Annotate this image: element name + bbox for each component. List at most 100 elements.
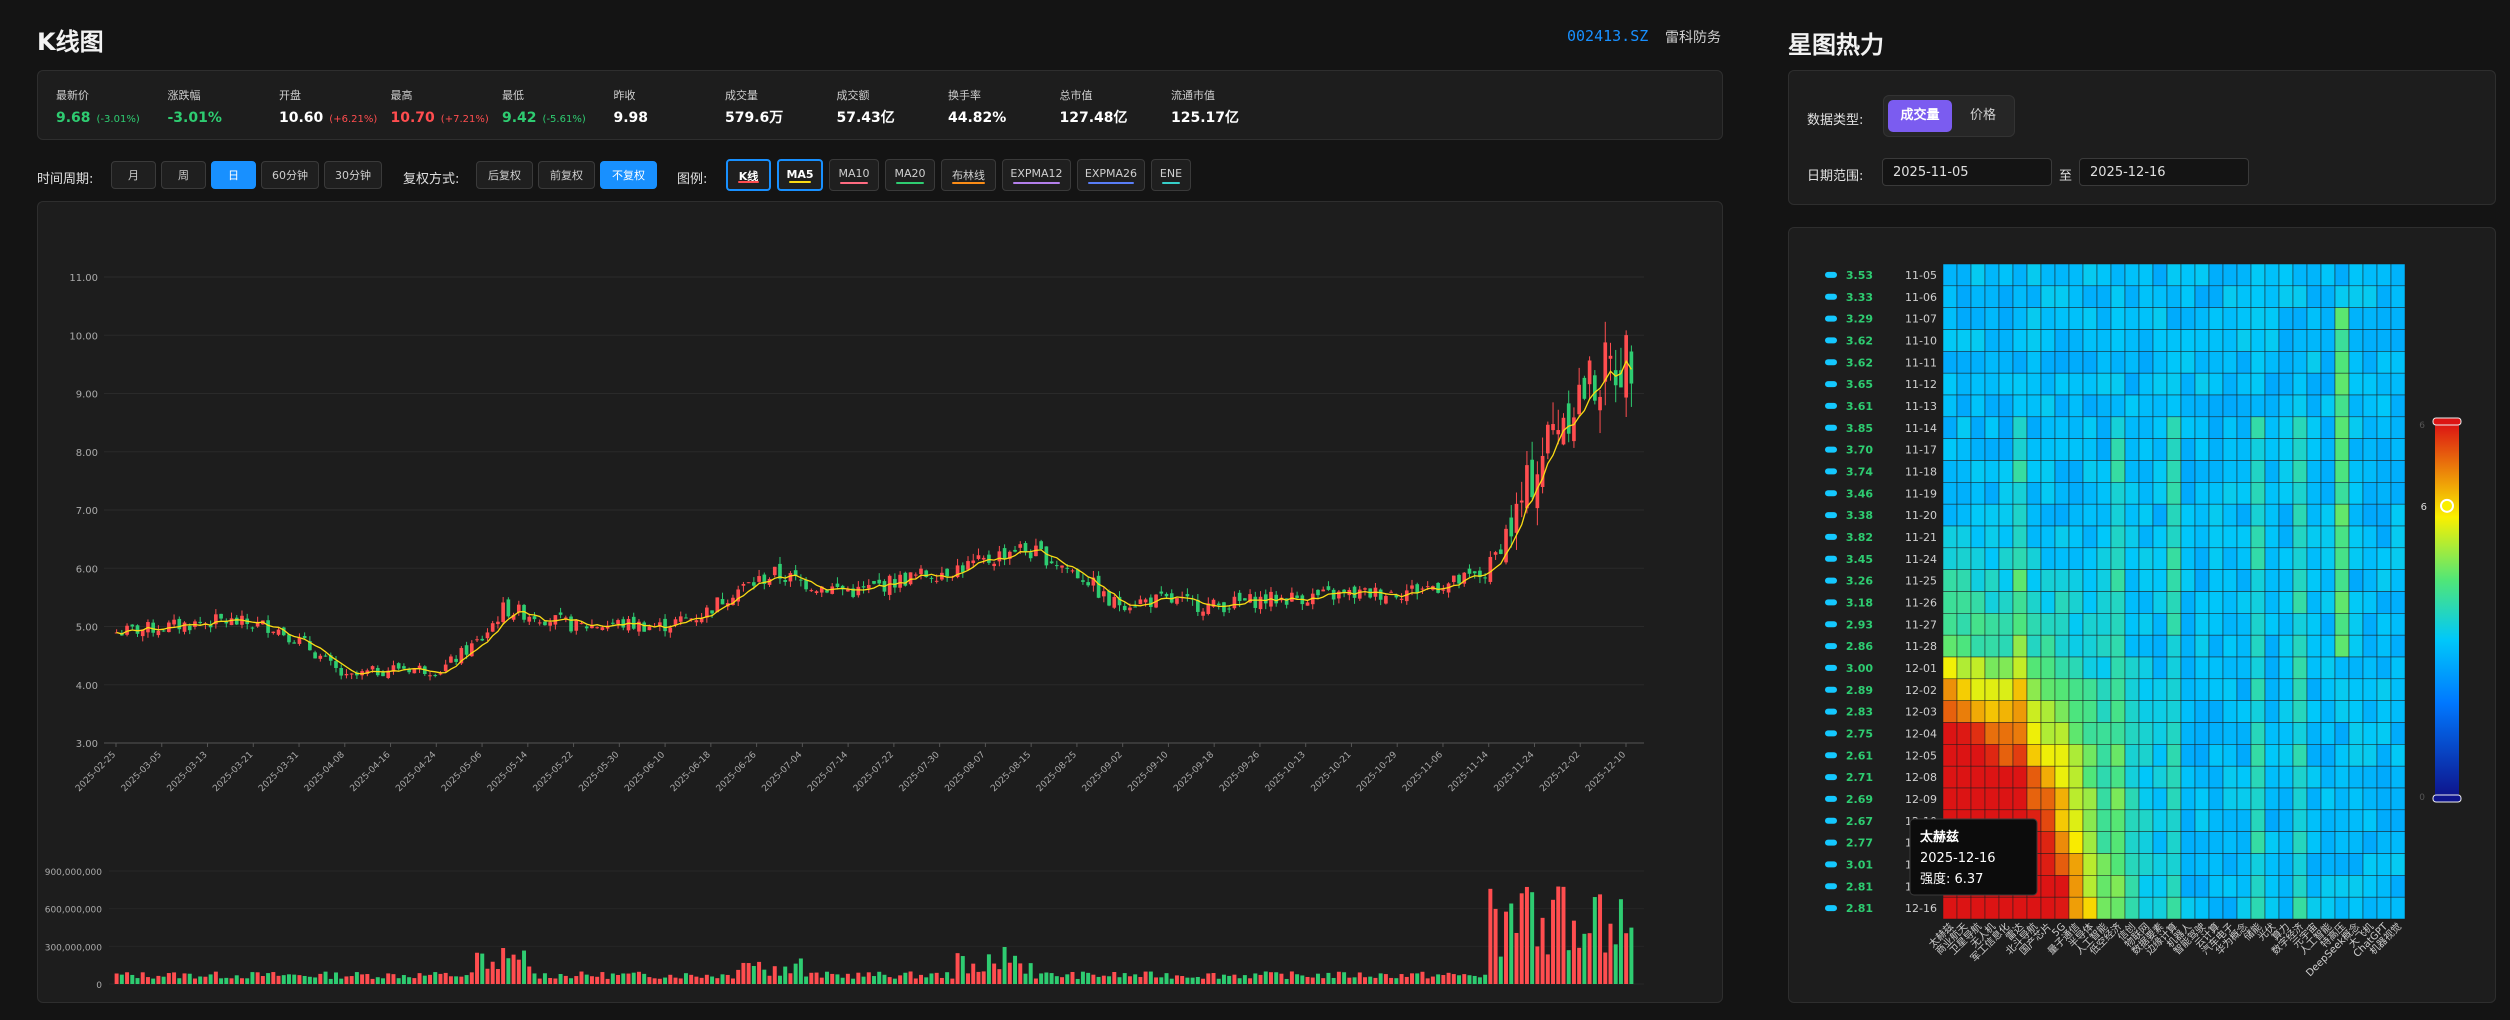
heatmap-cell[interactable] xyxy=(2348,634,2364,658)
heatmap-cell[interactable] xyxy=(2180,744,2196,767)
heatmap-cell[interactable] xyxy=(1998,307,2014,330)
heatmap-cell[interactable] xyxy=(1998,263,2014,287)
heatmap-cell[interactable] xyxy=(2278,744,2294,767)
heatmap-cell[interactable] xyxy=(2278,285,2294,308)
heatmap-cell[interactable] xyxy=(2236,329,2252,352)
legend-toggle-6[interactable]: EXPMA26 xyxy=(1077,159,1145,191)
volume-bar[interactable] xyxy=(391,974,396,984)
heatmap-cell[interactable] xyxy=(2250,875,2266,898)
heatmap-cell[interactable] xyxy=(1956,329,1972,352)
volume-bar[interactable] xyxy=(1023,973,1028,984)
heatmap-cell[interactable] xyxy=(2096,634,2112,658)
heatmap-cell[interactable] xyxy=(2390,700,2406,723)
volume-bar[interactable] xyxy=(480,953,485,984)
heatmap-cell[interactable] xyxy=(2096,896,2112,920)
heatmap-cell[interactable] xyxy=(2180,787,2196,811)
volume-bar[interactable] xyxy=(1436,974,1441,984)
heatmap-cell[interactable] xyxy=(2068,613,2084,636)
heatmap-cell[interactable] xyxy=(2250,460,2266,483)
volume-bar[interactable] xyxy=(924,977,929,984)
volume-bar[interactable] xyxy=(1347,977,1352,984)
volume-bar[interactable] xyxy=(323,971,328,984)
heatmap-cell[interactable] xyxy=(2236,787,2252,811)
volume-bar[interactable] xyxy=(1457,975,1462,984)
heatmap-cell[interactable] xyxy=(2222,285,2238,308)
heatmap-cell[interactable] xyxy=(2180,875,2196,898)
volume-bar[interactable] xyxy=(271,972,276,984)
candle-body[interactable] xyxy=(156,630,161,636)
candle-body[interactable] xyxy=(1394,594,1399,598)
heatmap-cell[interactable] xyxy=(2054,482,2070,505)
heatmap-cell[interactable] xyxy=(1998,722,2014,745)
heatmap-cell[interactable] xyxy=(2110,656,2126,680)
candle-body[interactable] xyxy=(1337,591,1341,599)
volume-bar[interactable] xyxy=(741,962,746,984)
heatmap-cell[interactable] xyxy=(2180,460,2196,483)
candle-body[interactable] xyxy=(391,665,396,672)
heatmap-cell[interactable] xyxy=(2278,307,2294,330)
candle-body[interactable] xyxy=(1530,459,1534,498)
heatmap-cell[interactable] xyxy=(2390,372,2406,396)
candle-body[interactable] xyxy=(1091,577,1096,586)
heatmap-cell[interactable] xyxy=(2362,678,2378,701)
candle-body[interactable] xyxy=(1023,543,1028,553)
candle-body[interactable] xyxy=(537,622,542,624)
heatmap-cell[interactable] xyxy=(2026,722,2042,745)
heatmap-cell[interactable] xyxy=(2068,525,2084,549)
heatmap-cell[interactable] xyxy=(2236,809,2252,832)
heatmap-cell[interactable] xyxy=(2376,503,2392,527)
candle-body[interactable] xyxy=(684,617,688,619)
heatmap-cell[interactable] xyxy=(1984,896,2000,920)
heatmap-cell[interactable] xyxy=(1984,591,2000,614)
candle-body[interactable] xyxy=(1007,551,1012,559)
volume-bar[interactable] xyxy=(939,977,944,984)
heatmap-cell[interactable] xyxy=(2264,634,2280,658)
heatmap-cell[interactable] xyxy=(2124,482,2140,505)
volume-bar[interactable] xyxy=(699,977,704,984)
heatmap-cell[interactable] xyxy=(2194,896,2210,920)
heatmap-cell[interactable] xyxy=(2152,372,2168,396)
heatmap-cell[interactable] xyxy=(2362,831,2378,854)
legend-toggle-1[interactable]: MA5 xyxy=(777,159,823,191)
heatmap-cell[interactable] xyxy=(2278,656,2294,680)
heatmap-cell[interactable] xyxy=(2208,329,2224,352)
heatmap-cell[interactable] xyxy=(2110,394,2126,418)
heatmap-cell[interactable] xyxy=(2334,853,2350,876)
heatmap-cell[interactable] xyxy=(2096,503,2112,527)
heatmap-cell[interactable] xyxy=(2152,896,2168,920)
heatmap-cell[interactable] xyxy=(2348,503,2364,527)
heatmap-cell[interactable] xyxy=(2348,853,2364,876)
heatmap-cell[interactable] xyxy=(2222,329,2238,352)
heatmap-cell[interactable] xyxy=(1942,525,1958,549)
candle-body[interactable] xyxy=(778,563,782,579)
volume-bar[interactable] xyxy=(1504,911,1509,984)
heatmap-cell[interactable] xyxy=(2152,569,2168,592)
volume-bar[interactable] xyxy=(1483,974,1488,984)
candle-body[interactable] xyxy=(1102,591,1106,597)
volume-bar[interactable] xyxy=(689,974,694,984)
heatmap-cell[interactable] xyxy=(2264,875,2280,898)
heatmap-cell[interactable] xyxy=(2180,351,2196,374)
heatmap-cell[interactable] xyxy=(2110,765,2126,789)
heatmap-cell[interactable] xyxy=(2166,744,2182,767)
volume-bar[interactable] xyxy=(845,973,850,984)
heatmap-cell[interactable] xyxy=(2362,351,2378,374)
heatmap-cell[interactable] xyxy=(1998,787,2014,811)
volume-bar[interactable] xyxy=(1430,976,1435,984)
volume-bar[interactable] xyxy=(657,978,662,984)
candle-body[interactable] xyxy=(1237,592,1242,602)
heatmap-cell[interactable] xyxy=(2278,372,2294,396)
heatmap-cell[interactable] xyxy=(2236,722,2252,745)
heatmap-cell[interactable] xyxy=(2292,351,2308,374)
volume-bar[interactable] xyxy=(1530,892,1535,984)
heatmap-cell[interactable] xyxy=(2040,329,2056,352)
candle-body[interactable] xyxy=(281,627,286,636)
volume-bar[interactable] xyxy=(746,963,751,984)
heatmap-cell[interactable] xyxy=(2278,394,2294,418)
heatmap-cell[interactable] xyxy=(2194,482,2210,505)
heatmap-cell[interactable] xyxy=(2096,416,2112,439)
heatmap-cell[interactable] xyxy=(2040,394,2056,418)
heatmap-cell[interactable] xyxy=(2068,394,2084,418)
volume-bar[interactable] xyxy=(1373,977,1378,984)
volume-bar[interactable] xyxy=(1237,978,1242,984)
